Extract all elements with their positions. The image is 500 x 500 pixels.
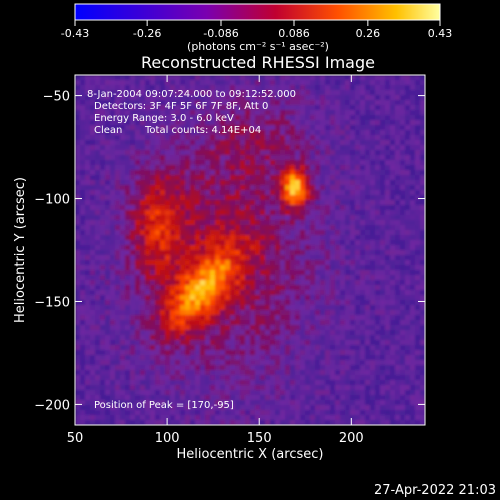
x-axis-label: Heliocentric X (arcsec) [177, 447, 324, 462]
info-detectors: Detectors: 3F 4F 5F 6F 7F 8F, Att 0 [94, 101, 268, 112]
x-tick-label: 100 [155, 431, 180, 446]
colorbar-tick-label: -0.086 [203, 27, 238, 40]
info-box: 8-Jan-2004 09:07:24.000 to 09:12:52.000 … [87, 89, 296, 136]
info-energy: Energy Range: 3.0 - 6.0 keV [94, 113, 234, 124]
colorbar-tick-label: 0.086 [278, 27, 310, 40]
heatmap-image [75, 75, 425, 425]
y-axis-label: Heliocentric Y (arcsec) [13, 177, 28, 323]
colorbar-tick-label: 0.43 [428, 27, 453, 40]
x-tick-label: 200 [339, 431, 364, 446]
info-time: 8-Jan-2004 09:07:24.000 to 09:12:52.000 [87, 89, 296, 100]
colorbar-unit-label: (photons cm⁻² s⁻¹ asec⁻²) [187, 40, 329, 53]
axis-ticks: 50 100 150 200 −50 −100 −150 −200 [34, 75, 425, 446]
x-tick-label: 150 [247, 431, 272, 446]
colorbar-tick-label: -0.43 [61, 27, 89, 40]
colorbar-ticks: -0.43 -0.26 -0.086 0.086 0.26 0.43 [61, 20, 452, 40]
y-tick-label: −100 [34, 193, 70, 208]
info-counts: Total counts: 4.14E+04 [144, 125, 261, 136]
y-tick-label: −50 [43, 90, 70, 105]
colorbar-gradient [74, 3, 441, 21]
plot-frame [74, 74, 426, 426]
y-tick-label: −200 [34, 398, 70, 413]
info-method: Clean [94, 125, 122, 136]
colorbar-tick-label: 0.26 [356, 27, 381, 40]
chart-title: Reconstructed RHESSI Image [141, 53, 375, 72]
footer-timestamp: 27-Apr-2022 21:03 [374, 483, 496, 498]
x-tick-label: 50 [67, 431, 84, 446]
y-tick-label: −150 [34, 295, 70, 310]
peak-position-label: Position of Peak = [170,-95] [94, 400, 234, 411]
colorbar-tick-label: -0.26 [133, 27, 161, 40]
